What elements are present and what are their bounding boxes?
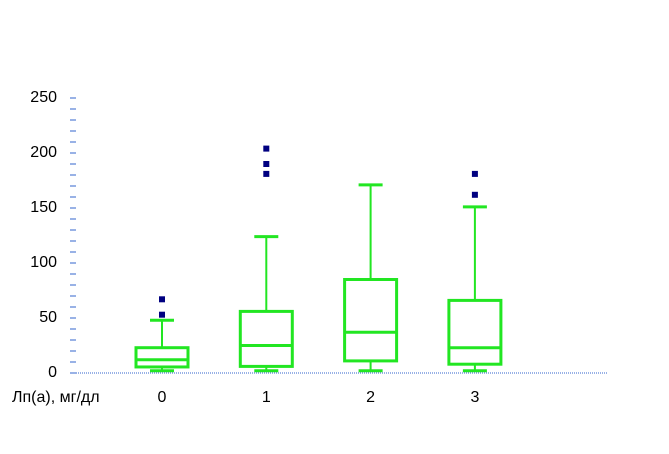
box [134, 346, 190, 369]
x-tick-label: 2 [366, 389, 375, 406]
y-tick-label: 50 [39, 309, 57, 326]
x-tick-label: 3 [470, 389, 479, 406]
y-tick-label: 250 [30, 89, 57, 106]
outlier [263, 161, 270, 167]
y-tick-label: 200 [30, 144, 57, 161]
outlier [159, 296, 165, 303]
outlier [471, 170, 478, 177]
y-tick-label: 100 [30, 254, 57, 271]
y-tick-label: 150 [30, 199, 57, 216]
outlier [159, 311, 165, 318]
outlier [471, 191, 478, 198]
outlier [263, 145, 270, 152]
box [343, 278, 399, 363]
y-tick-label: 0 [48, 364, 57, 381]
outlier [263, 170, 270, 177]
x-tick-label: 1 [262, 389, 271, 406]
x-tick-label: 0 [158, 389, 167, 406]
box [238, 309, 294, 368]
box [447, 298, 503, 366]
x-axis-label: Лп(а), мг/дл [12, 389, 100, 406]
